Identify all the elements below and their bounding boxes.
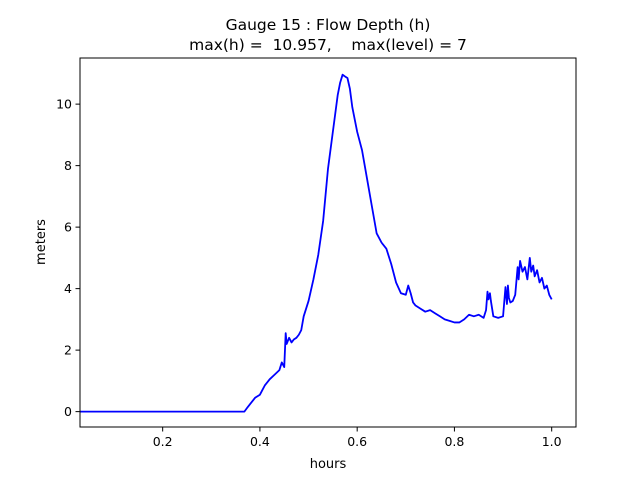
plot-area — [80, 73, 553, 413]
series-line-0 — [80, 73, 553, 413]
y-axis: 0 2 4 6 8 10 — [56, 97, 80, 419]
y-tick-label: 8 — [64, 158, 72, 173]
x-axis: 0.2 0.4 0.6 0.8 1.0 — [153, 427, 562, 449]
y-axis-label: meters — [34, 219, 49, 265]
x-tick-label: 0.2 — [153, 434, 173, 449]
plot-frame — [79, 57, 577, 428]
chart-title: Gauge 15 : Flow Depth (h) — [226, 16, 431, 34]
x-tick-label: 0.6 — [347, 434, 367, 449]
x-axis-label: hours — [310, 457, 347, 472]
y-tick-label: 10 — [56, 97, 72, 112]
y-tick-label: 6 — [64, 220, 72, 235]
x-tick-label: 0.8 — [444, 434, 464, 449]
y-tick-label: 4 — [64, 281, 72, 296]
x-tick-label: 1.0 — [542, 434, 562, 449]
x-tick-label: 0.4 — [250, 434, 270, 449]
y-tick-label: 2 — [64, 343, 72, 358]
chart-subtitle: max(h) = 10.957, max(level) = 7 — [189, 36, 467, 54]
y-tick-label: 0 — [64, 404, 72, 419]
